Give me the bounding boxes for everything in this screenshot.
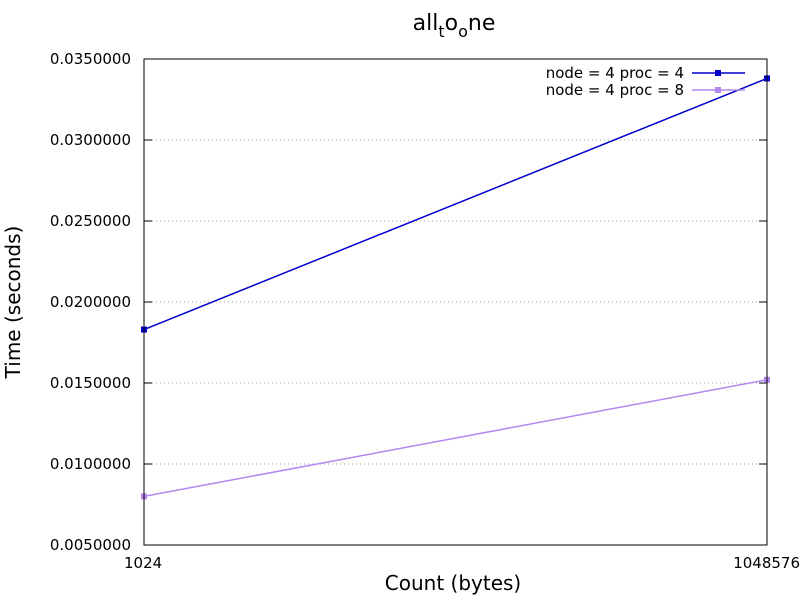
plot-frame bbox=[143, 58, 768, 546]
x-axis-label: Count (bytes) bbox=[385, 571, 521, 595]
series-lines bbox=[141, 75, 770, 500]
y-tick-label: 0.0250000 bbox=[50, 212, 131, 230]
y-tick-label: 0.0100000 bbox=[50, 455, 131, 473]
legend-label-2: node = 4 proc = 8 bbox=[546, 81, 684, 99]
x-tick-label: 1048576 bbox=[733, 554, 800, 572]
y-tick-label: 0.0350000 bbox=[50, 50, 131, 68]
grid-lines bbox=[144, 139, 767, 465]
legend-label-1: node = 4 proc = 4 bbox=[546, 64, 684, 82]
series-line-2 bbox=[143, 379, 768, 498]
series-line-1 bbox=[143, 77, 768, 331]
y-tick-label: 0.0200000 bbox=[50, 293, 131, 311]
y-tick-label: 0.0300000 bbox=[50, 131, 131, 149]
x-axis-ticks: 1024 1048576 bbox=[124, 59, 800, 572]
x-tick-label: 1024 bbox=[124, 554, 162, 572]
chart-title: alltoone bbox=[413, 11, 496, 41]
y-axis-label: Time (seconds) bbox=[1, 226, 25, 380]
y-tick-label: 0.0050000 bbox=[50, 536, 131, 554]
legend-marker-1 bbox=[715, 70, 721, 76]
y-tick-label: 0.0150000 bbox=[50, 374, 131, 392]
legend-marker-2 bbox=[715, 87, 721, 93]
